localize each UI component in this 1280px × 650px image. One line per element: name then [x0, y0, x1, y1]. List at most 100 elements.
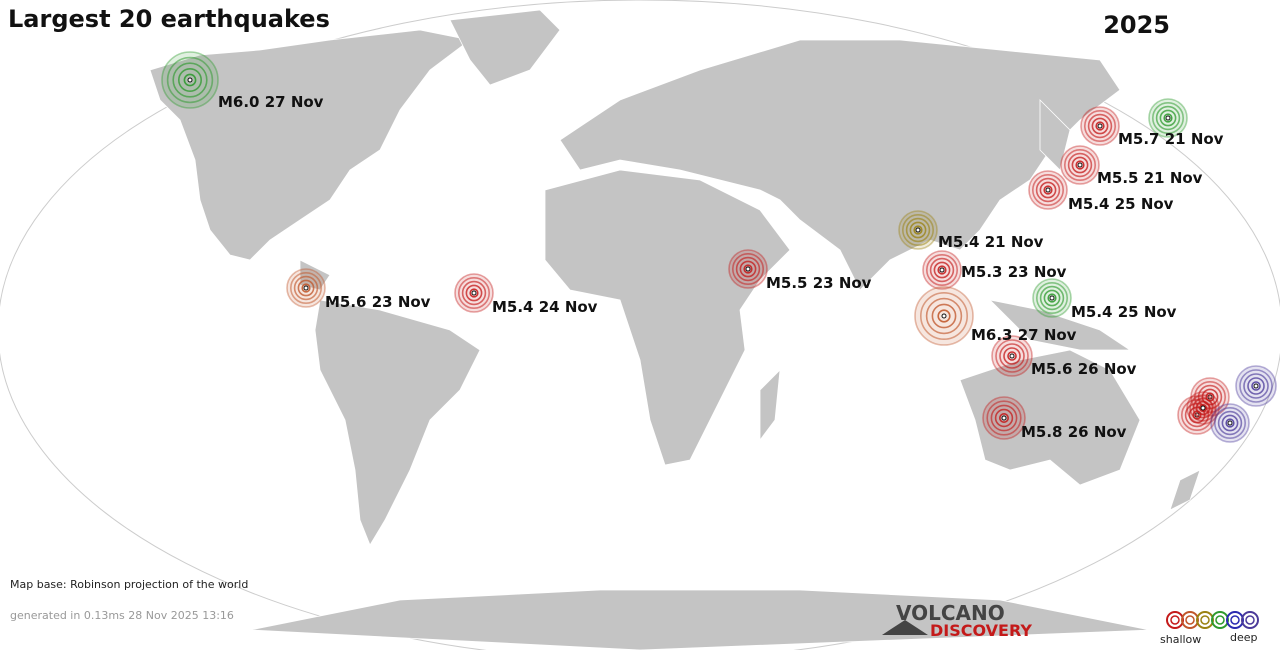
legend-ring	[1166, 611, 1184, 629]
quake-label: M5.6 26 Nov	[1031, 360, 1137, 378]
ring	[1195, 400, 1211, 416]
generated-note: generated in 0.13ms 28 Nov 2025 13:16	[10, 609, 234, 622]
ring	[297, 279, 315, 297]
ring-center	[303, 285, 309, 291]
ring	[1159, 109, 1177, 127]
quake-marker	[1235, 365, 1277, 407]
ring	[925, 254, 958, 287]
ring	[1239, 369, 1273, 403]
ring	[1007, 351, 1017, 361]
quake-marker	[914, 286, 974, 346]
ring-center	[745, 266, 751, 272]
legend-deep: deep	[1230, 631, 1258, 644]
ring	[1199, 403, 1208, 412]
legend-ring	[1170, 615, 1180, 625]
ring	[743, 264, 753, 274]
ring	[1201, 388, 1219, 406]
ring	[937, 265, 947, 275]
legend-ring	[1226, 611, 1244, 629]
legend-ring	[1241, 611, 1259, 629]
ring	[1155, 105, 1181, 131]
ring-center	[941, 313, 947, 319]
ring	[1095, 121, 1105, 131]
ring	[731, 253, 764, 286]
quake-marker	[922, 250, 962, 290]
ring	[1036, 281, 1069, 314]
ring	[994, 408, 1014, 428]
ring-center	[471, 290, 477, 296]
ring	[1064, 149, 1097, 182]
quake-label: M5.5 21 Nov	[1097, 169, 1203, 187]
ring	[901, 214, 934, 247]
year: 2025	[1103, 11, 1170, 39]
ring	[1225, 418, 1235, 428]
ring	[1043, 289, 1061, 307]
legend-ring	[1211, 611, 1229, 629]
ring-center	[1049, 295, 1055, 301]
quake-marker	[1032, 278, 1072, 318]
quake-label: M5.7 21 Nov	[1118, 130, 1224, 148]
quake-marker	[1060, 145, 1100, 185]
ring	[1194, 380, 1227, 413]
ring	[735, 256, 761, 282]
ring	[1035, 177, 1061, 203]
ring	[1032, 174, 1065, 207]
ring	[739, 260, 757, 278]
legend-ring	[1215, 615, 1225, 625]
ring	[1084, 110, 1117, 143]
quake-marker	[286, 268, 326, 308]
ring	[301, 283, 311, 293]
ring-center	[1097, 123, 1103, 129]
quake-label: M5.8 26 Nov	[1021, 423, 1127, 441]
quake-label: M6.3 27 Nov	[971, 326, 1077, 344]
ring	[1192, 397, 1214, 419]
ring-center	[1077, 162, 1083, 168]
ring	[1087, 113, 1113, 139]
ring	[998, 412, 1009, 423]
ring-center	[1253, 383, 1259, 389]
map-base-note: Map base: Robinson projection of the wor…	[10, 578, 248, 591]
ring	[995, 339, 1029, 373]
ring	[929, 257, 955, 283]
quake-marker	[1186, 391, 1220, 425]
legend-shallow: shallow	[1160, 633, 1201, 646]
logo-line2: DISCOVERY	[930, 621, 1032, 640]
ring	[1251, 381, 1261, 391]
quake-marker	[161, 51, 219, 109]
ring	[1043, 185, 1053, 195]
legend-ring	[1200, 615, 1210, 625]
ring	[986, 400, 1022, 436]
ring	[1221, 414, 1239, 432]
quake-label: M5.6 23 Nov	[325, 293, 431, 311]
quake-marker	[728, 249, 768, 289]
ring	[469, 288, 479, 298]
ring	[1217, 410, 1243, 436]
quake-marker	[982, 396, 1026, 440]
quake-label: M6.0 27 Nov	[218, 93, 324, 111]
quake-marker	[1148, 98, 1188, 138]
ring-center	[1045, 187, 1051, 193]
legend-ring	[1245, 615, 1255, 625]
ring	[1003, 347, 1021, 365]
ring-center	[1009, 353, 1015, 359]
ring	[1039, 181, 1057, 199]
quake-label: M5.3 23 Nov	[961, 263, 1067, 281]
ring	[1243, 373, 1269, 399]
ring	[465, 284, 483, 302]
ring	[1091, 117, 1109, 135]
quake-marker	[898, 210, 938, 250]
ring-center	[1001, 415, 1007, 421]
ring-center	[1165, 115, 1171, 121]
ring	[461, 280, 487, 306]
ring	[909, 221, 927, 239]
ring-center	[1200, 405, 1206, 411]
ring	[1152, 102, 1185, 135]
ring	[293, 275, 319, 301]
quake-marker	[991, 335, 1033, 377]
ring	[1067, 152, 1093, 178]
ring	[178, 68, 203, 93]
ring	[1214, 406, 1247, 439]
quake-label: M5.5 23 Nov	[766, 274, 872, 292]
legend-ring	[1181, 611, 1199, 629]
